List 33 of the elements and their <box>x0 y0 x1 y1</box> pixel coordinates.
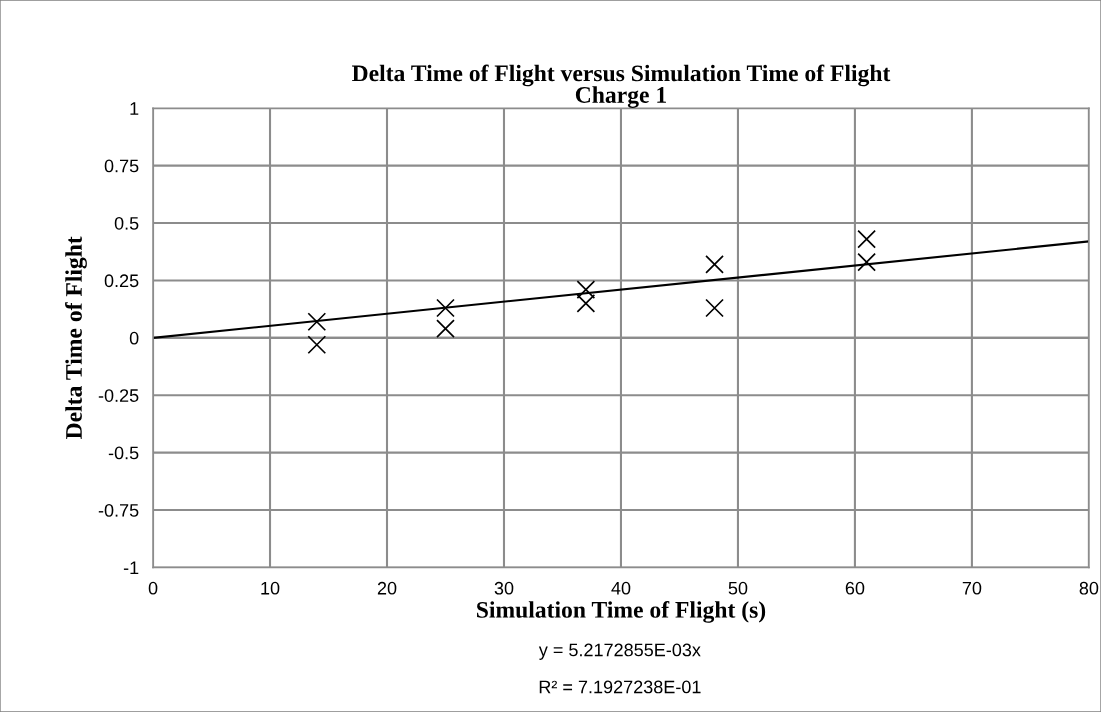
point <box>705 255 724 274</box>
y-tick-label: -0.5 <box>108 446 139 460</box>
x-tick-label: 70 <box>962 581 982 595</box>
text: R² = 7.1927238E-01 <box>539 680 701 694</box>
x-tick-label: 60 <box>845 581 865 595</box>
point <box>307 312 327 332</box>
y-tick-label: 0.75 <box>104 159 139 173</box>
point <box>436 298 455 318</box>
point <box>705 298 724 318</box>
y-tick-label: -1 <box>123 561 139 575</box>
x-axis-title: Simulation Time of Flight (s) <box>477 600 766 623</box>
point <box>436 319 455 338</box>
point <box>857 252 876 272</box>
y-axis-title: Delta Time of Flight <box>65 236 87 439</box>
x-tick-label: 20 <box>377 581 397 595</box>
x-tick-label: 40 <box>611 581 631 595</box>
x-tick-label: 10 <box>261 581 280 595</box>
y-tick-label: 0.5 <box>114 216 139 230</box>
point <box>307 335 327 355</box>
point <box>857 229 876 249</box>
x-tick-label: 0 <box>148 581 158 595</box>
point <box>576 280 596 299</box>
y-tick-label: 0.25 <box>104 274 139 288</box>
x-tick-label: 30 <box>494 581 514 595</box>
y-tick-label: 1 <box>130 102 139 115</box>
y-tick-label: -0.25 <box>98 389 139 402</box>
x-tick-label: 80 <box>1079 581 1099 595</box>
point <box>576 294 596 313</box>
y-tick-label: -0.75 <box>98 503 139 517</box>
x-tick-label: 50 <box>728 581 748 595</box>
y-tick-label: 0 <box>129 331 139 345</box>
text: y = 5.2172855E-03x <box>538 643 701 660</box>
chart-title: Delta Time of Flight versus Simulation Time of Flight Charge 1 <box>352 64 891 108</box>
